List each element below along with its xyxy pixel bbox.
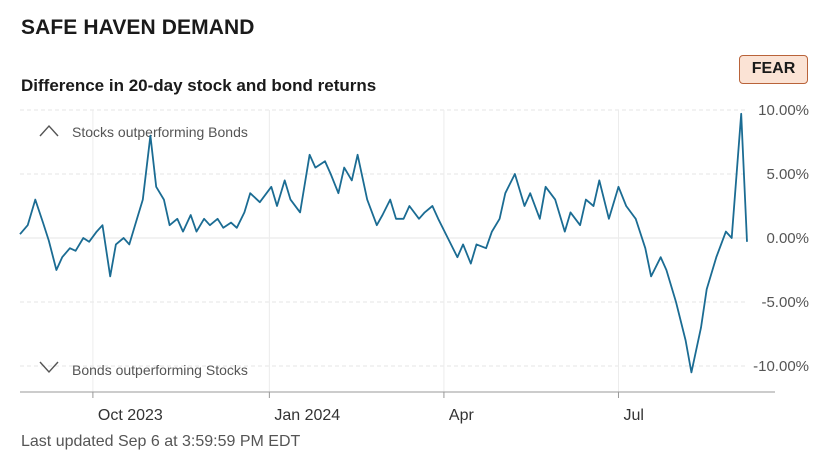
y-tick-label: 10.00% (758, 102, 809, 119)
x-tick-label: Jul (623, 407, 643, 424)
x-tick-label: Jan 2024 (274, 407, 340, 424)
y-axis: 10.00% 5.00% 0.00% -5.00% -10.00% (753, 102, 809, 375)
chart-subtitle: Difference in 20-day stock and bond retu… (21, 76, 377, 95)
fear-greed-badge: FEAR (739, 55, 808, 84)
last-updated: Last updated Sep 6 at 3:59:59 PM EDT (21, 433, 301, 450)
annotation-top-label: Stocks outperforming Bonds (72, 124, 248, 140)
annotation-bottom-label: Bonds outperforming Stocks (72, 362, 248, 378)
annotation-top: Stocks outperforming Bonds (39, 124, 248, 140)
y-tick-label: 0.00% (766, 230, 809, 247)
x-axis: Oct 2023 Jan 2024 Apr Jul (20, 391, 775, 424)
page-title: SAFE HAVEN DEMAND (21, 16, 255, 39)
grid-lines (20, 109, 747, 392)
chevron-up-icon (39, 124, 59, 137)
x-tick-label: Oct 2023 (98, 407, 163, 424)
y-tick-label: -5.00% (761, 294, 809, 311)
y-tick-label: -10.00% (753, 358, 809, 375)
y-tick-label: 5.00% (766, 166, 809, 183)
chevron-down-icon (39, 361, 59, 374)
annotation-bottom: Bonds outperforming Stocks (39, 361, 248, 378)
series-line (19, 112, 748, 374)
x-tick-label: Apr (449, 407, 475, 424)
